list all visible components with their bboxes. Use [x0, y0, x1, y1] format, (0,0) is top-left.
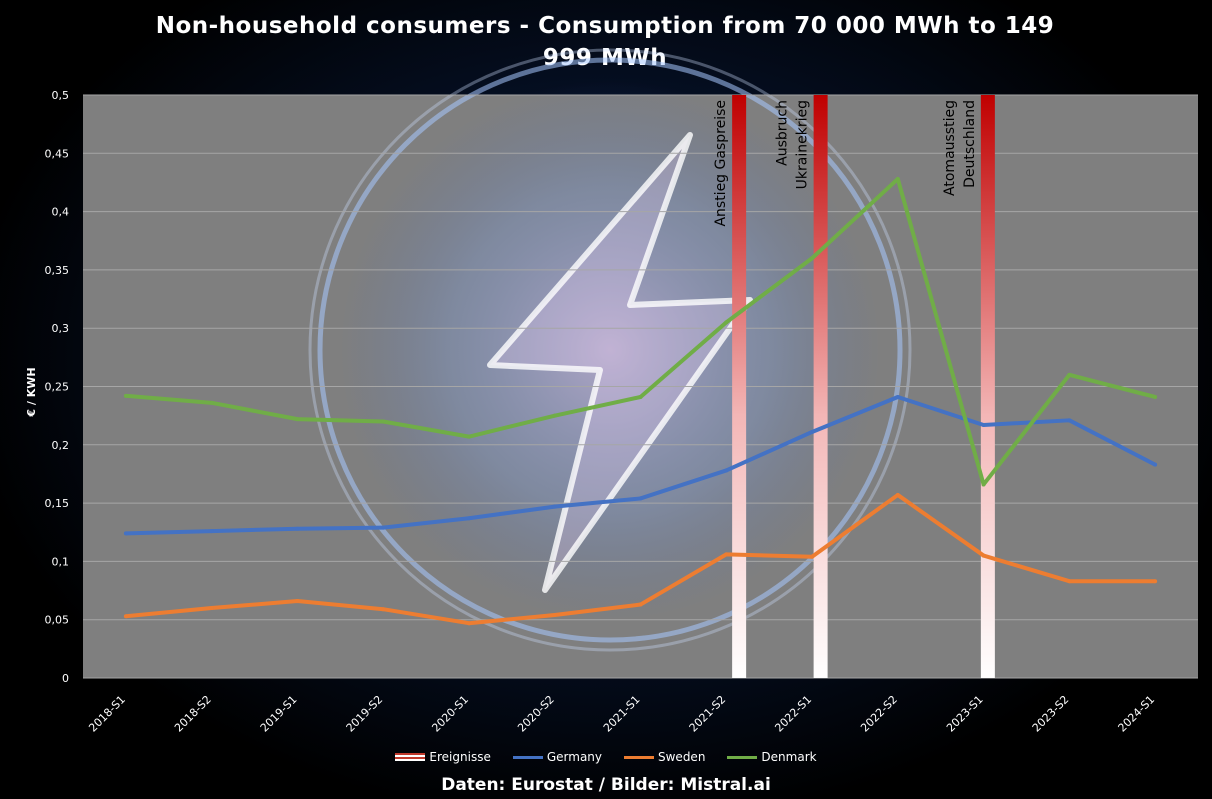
data-point — [295, 526, 300, 531]
x-tick-label: 2023-S1 — [944, 693, 986, 735]
legend-item-ereignisse: Ereignisse — [395, 750, 491, 764]
data-point — [638, 394, 643, 399]
data-point — [466, 516, 471, 521]
data-point — [810, 554, 815, 559]
y-tick-label: 0,4 — [52, 206, 70, 219]
event-label: Ukrainekrieg — [795, 100, 811, 189]
data-point — [295, 599, 300, 604]
legend-swatch — [395, 753, 426, 761]
data-point — [552, 613, 557, 618]
y-tick-label: 0,25 — [45, 381, 70, 394]
legend-label: Sweden — [658, 750, 706, 764]
data-point — [123, 614, 128, 619]
event-label: Anstieg Gaspreise — [713, 100, 729, 227]
data-point — [1067, 579, 1072, 584]
x-tick-label: 2018-S2 — [172, 693, 214, 735]
x-tick-label: 2021-S2 — [687, 693, 729, 735]
data-point — [1153, 579, 1158, 584]
data-point — [552, 504, 557, 509]
x-tick-label: 2024-S1 — [1116, 693, 1158, 735]
data-point — [123, 393, 128, 398]
data-point — [810, 429, 815, 434]
x-tick-label: 2022-S2 — [858, 693, 900, 735]
y-tick-label: 0,15 — [45, 497, 70, 510]
legend: Ereignisse Germany Sweden Denmark — [0, 750, 1212, 764]
data-point — [209, 606, 214, 611]
data-point — [895, 176, 900, 181]
event-bar — [732, 95, 747, 678]
data-point — [381, 419, 386, 424]
y-tick-label: 0,35 — [45, 264, 70, 277]
legend-swatch — [512, 755, 543, 759]
x-tick-label: 2023-S2 — [1030, 693, 1072, 735]
y-tick-label: 0,05 — [45, 614, 70, 627]
data-point — [295, 417, 300, 422]
data-point — [209, 529, 214, 534]
legend-item-denmark: Denmark — [727, 750, 817, 764]
legend-swatch — [624, 755, 654, 759]
data-point — [1153, 462, 1158, 467]
data-point — [638, 602, 643, 607]
x-tick-label: 2020-S1 — [429, 693, 471, 735]
data-point — [123, 531, 128, 536]
event-label: Deutschland — [962, 100, 978, 188]
data-point — [638, 496, 643, 501]
x-tick-label: 2019-S1 — [258, 693, 300, 735]
data-point — [466, 621, 471, 626]
data-point — [552, 413, 557, 418]
event-label: Atomausstieg — [942, 100, 958, 196]
data-point — [895, 492, 900, 497]
legend-label: Denmark — [761, 750, 817, 764]
y-tick-label: 0,1 — [52, 555, 70, 568]
x-tick-label: 2019-S2 — [344, 693, 386, 735]
data-point — [810, 256, 815, 261]
data-point — [381, 525, 386, 530]
y-tick-label: 0,3 — [52, 322, 70, 335]
event-bar — [980, 95, 995, 678]
data-point — [1067, 418, 1072, 423]
x-tick-label: 2022-S1 — [772, 693, 814, 735]
data-point — [724, 468, 729, 473]
y-tick-label: 0,2 — [52, 439, 70, 452]
y-tick-label: 0,45 — [45, 147, 70, 160]
y-tick-label: 0 — [62, 672, 69, 685]
data-point — [724, 320, 729, 325]
data-point — [724, 552, 729, 557]
data-point — [981, 422, 986, 427]
y-axis-label: € / KWH — [25, 367, 38, 417]
data-point — [466, 434, 471, 439]
event-label: Ausbruch — [775, 100, 791, 166]
x-tick-label: 2021-S1 — [601, 693, 643, 735]
legend-swatch — [727, 755, 758, 759]
legend-label: Ereignisse — [429, 750, 491, 764]
event-bar — [813, 95, 828, 678]
x-tick-label: 2018-S1 — [86, 693, 128, 735]
y-tick-label: 0,5 — [52, 89, 70, 102]
legend-item-sweden: Sweden — [624, 750, 705, 764]
data-point — [1153, 394, 1158, 399]
data-point — [209, 400, 214, 405]
data-point — [981, 553, 986, 558]
data-point — [981, 482, 986, 487]
data-point — [895, 394, 900, 399]
legend-label: Germany — [546, 750, 602, 764]
data-point — [381, 607, 386, 612]
source-note: Daten: Eurostat / Bilder: Mistral.ai — [441, 775, 771, 795]
x-tick-label: 2020-S2 — [515, 693, 557, 735]
legend-item-germany: Germany — [512, 750, 602, 764]
data-point — [1067, 372, 1072, 377]
